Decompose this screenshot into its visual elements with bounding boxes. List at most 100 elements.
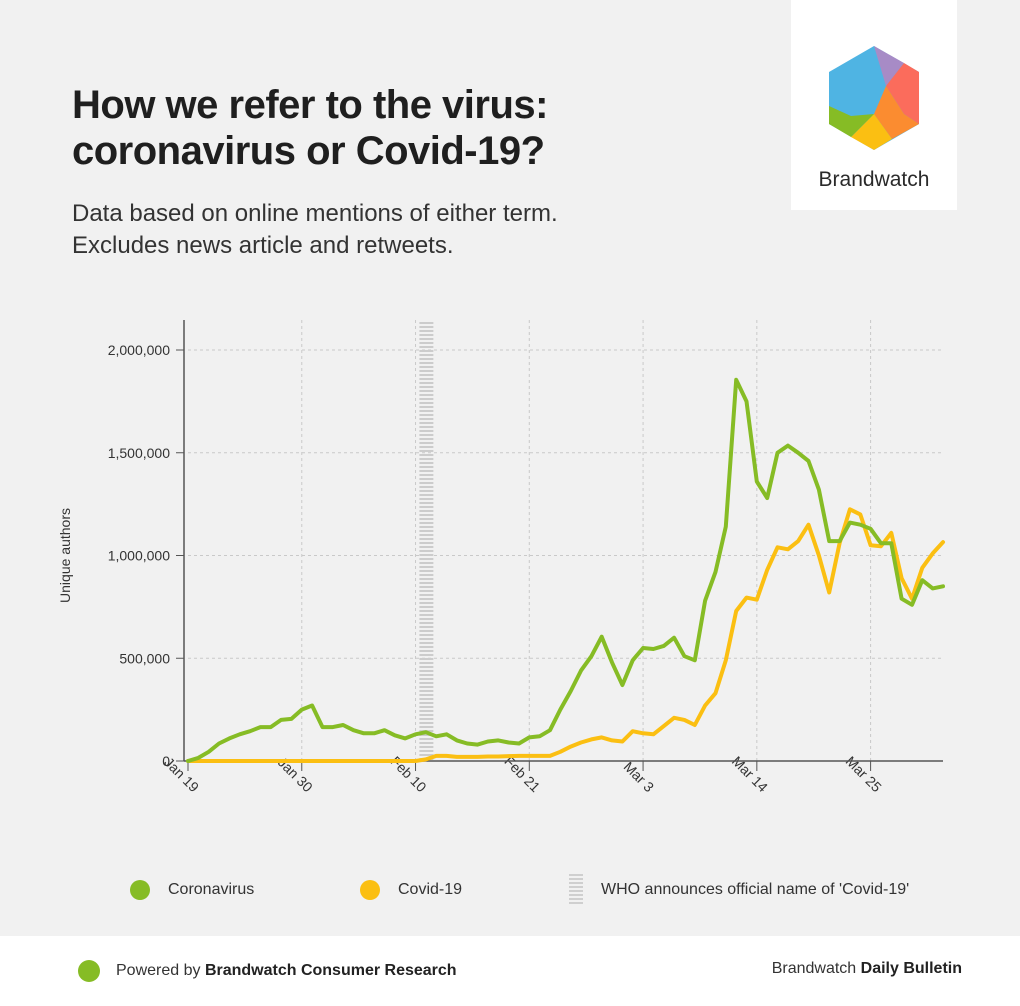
chart-grid	[188, 320, 943, 761]
who-band-stripe	[419, 626, 434, 628]
who-band-stripe	[419, 458, 434, 460]
who-band-stripe	[419, 490, 434, 492]
who-band-stripe	[419, 550, 434, 552]
ytick-label: 2,000,000	[108, 342, 170, 358]
who-band-stripe	[419, 582, 434, 584]
ytick-label: 0	[162, 753, 170, 769]
who-band-stripe	[419, 530, 434, 532]
who-band-stripe	[419, 630, 434, 632]
chart-subtitle-line-2: Excludes news article and retweets.	[72, 232, 454, 259]
who-band-stripe	[419, 606, 434, 608]
who-band-stripe	[419, 414, 434, 416]
who-band-stripe	[419, 594, 434, 596]
who-band-stripe	[419, 330, 434, 332]
who-band-stripe	[419, 526, 434, 528]
who-band-stripe	[419, 562, 434, 564]
brand-name: Brandwatch	[818, 168, 930, 191]
who-band-stripe	[419, 654, 434, 656]
who-band-stripe	[419, 602, 434, 604]
who-band-stripe	[419, 698, 434, 700]
who-band-stripe	[419, 426, 434, 428]
xtick-label: Mar 14	[729, 753, 771, 795]
xtick-label: Feb 21	[501, 753, 543, 795]
who-band-stripe	[419, 750, 434, 752]
who-band-stripe	[419, 738, 434, 740]
chart-title-line-2: coronavirus or Covid-19?	[72, 129, 545, 173]
who-band-stripe	[419, 686, 434, 688]
who-band-stripe	[419, 410, 434, 412]
who-band-stripe	[419, 342, 434, 344]
who-band-stripe	[419, 534, 434, 536]
footer-bulletin: Brandwatch Daily Bulletin	[772, 960, 962, 978]
who-band-stripe	[419, 650, 434, 652]
series-line-covid-19	[186, 507, 945, 763]
who-band-stripe	[419, 478, 434, 480]
who-band-stripe	[419, 510, 434, 512]
who-band-stripe	[419, 402, 434, 404]
who-band-stripe	[419, 470, 434, 472]
who-band-stripe	[419, 694, 434, 696]
chart-subtitle: Data based on online mentions of either …	[72, 198, 712, 262]
who-band-stripe	[419, 726, 434, 728]
who-band-stripe	[419, 382, 434, 384]
who-band-stripe	[419, 662, 434, 664]
chart-subtitle-line-1: Data based on online mentions of either …	[72, 200, 558, 227]
legend-label-who: WHO announces official name of 'Covid-19…	[601, 881, 910, 898]
footer: Powered by Brandwatch Consumer Research …	[0, 936, 1020, 1006]
who-band-stripe	[419, 614, 434, 616]
ytick-label: 1,500,000	[108, 445, 170, 461]
who-band-stripe	[419, 474, 434, 476]
who-annotation-band	[419, 322, 434, 760]
who-band-stripe	[419, 354, 434, 356]
who-band-stripe	[419, 690, 434, 692]
xtick-label: Mar 3	[621, 758, 658, 795]
who-band-stripe	[419, 486, 434, 488]
who-band-stripe	[419, 702, 434, 704]
who-band-stripe	[419, 514, 434, 516]
who-band-stripe	[419, 574, 434, 576]
footer-powered-prefix: Powered by	[116, 962, 205, 979]
who-band-stripe	[419, 586, 434, 588]
who-band-stripe	[419, 618, 434, 620]
legend-label-covid: Covid-19	[398, 881, 463, 898]
legend-item-who: WHO announces official name of 'Covid-19…	[569, 872, 909, 908]
series-line-coronavirus	[186, 377, 945, 763]
who-band-stripe	[419, 578, 434, 580]
who-band-stripe	[419, 754, 434, 756]
who-band-stripe	[419, 558, 434, 560]
who-band-stripe	[419, 710, 434, 712]
who-band-stripe	[419, 610, 434, 612]
who-band-stripe	[419, 390, 434, 392]
legend-item-coronavirus: Coronavirus	[130, 872, 254, 908]
who-band-stripe	[419, 634, 434, 636]
who-band-stripe	[419, 742, 434, 744]
who-band-stripe	[419, 670, 434, 672]
who-band-stripe	[419, 546, 434, 548]
who-band-stripe	[419, 454, 434, 456]
xtick-label: Mar 25	[843, 753, 885, 795]
who-band-stripe	[419, 386, 434, 388]
who-band-stripe	[419, 430, 434, 432]
who-band-stripe	[419, 718, 434, 720]
legend-item-covid: Covid-19	[360, 872, 462, 908]
covid-dot-icon	[360, 880, 380, 900]
who-band-stripe	[419, 682, 434, 684]
who-band-stripe	[419, 350, 434, 352]
who-band-stripe	[419, 642, 434, 644]
footer-powered-by: Powered by Brandwatch Consumer Research	[78, 960, 457, 982]
y-axis-label: Unique authors	[57, 508, 73, 603]
who-band-stripe	[419, 542, 434, 544]
who-band-stripe	[419, 566, 434, 568]
who-band-stripe	[419, 422, 434, 424]
who-band-stripe	[419, 366, 434, 368]
who-band-stripe	[419, 498, 434, 500]
who-band-stripe	[419, 658, 434, 660]
who-band-stripe	[419, 434, 434, 436]
who-band-stripe	[419, 334, 434, 336]
who-band-stripe	[419, 646, 434, 648]
who-band-stripe	[419, 506, 434, 508]
who-band-stripe	[419, 706, 434, 708]
who-band-stripe	[419, 394, 434, 396]
